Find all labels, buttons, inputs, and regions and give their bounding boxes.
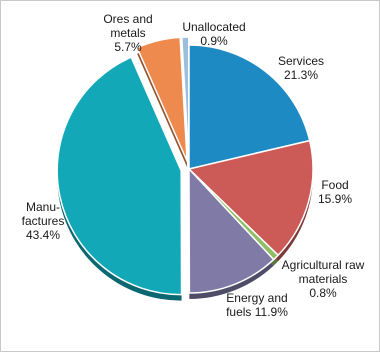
slice-label-manufactures: Manu-factures 43.4% <box>22 200 65 242</box>
slice-ores-and-metals <box>136 36 188 162</box>
slice-label-line: Energy and <box>226 291 287 305</box>
slice-label-line: 5.7% <box>114 40 142 54</box>
slice-label-line: metals <box>110 26 145 40</box>
slice-label-agricultural-raw-materials: Agricultural raw materials 0.8% <box>282 258 365 300</box>
slice-food <box>188 139 314 256</box>
slice-services <box>188 44 311 170</box>
slice-label-line: Agricultural raw <box>282 258 365 272</box>
slice-label-services: Services 21.3% <box>278 54 324 82</box>
slice-label-line: Services <box>278 54 324 68</box>
slice-energy-and-fuels <box>188 168 275 294</box>
slice-label-line: Food <box>321 178 348 192</box>
slice-label-line: 21.3% <box>284 68 318 82</box>
slice-label-line: materials <box>299 272 348 286</box>
slice-unallocated <box>181 36 190 162</box>
slice-label-ores-and-metals: Ores and metals 5.7% <box>103 12 152 54</box>
slices <box>56 36 314 296</box>
slice-label-food: Food 15.9% <box>318 178 352 206</box>
slice-label-line: 43.4% <box>26 228 60 242</box>
slice-label-line: 0.8% <box>309 286 337 300</box>
slice-label-line: factures <box>22 214 65 228</box>
slice-label-unallocated: Unallocated 0.9% <box>182 20 245 48</box>
slice-manufactures <box>56 56 183 296</box>
slice-label-line: Manu- <box>26 200 60 214</box>
slice-label-line: Unallocated <box>182 20 245 34</box>
slice-label-line: 15.9% <box>318 192 352 206</box>
slice-label-line: fuels 11.9% <box>226 305 288 319</box>
slice-label-energy-and-fuels: Energy and fuels 11.9% <box>226 291 288 319</box>
slice-labels: Services 21.3% Food 15.9% Agricultural raw ma… <box>22 12 365 319</box>
slice-label-line: Ores and <box>103 12 152 26</box>
slice-label-line: 0.9% <box>200 34 228 48</box>
